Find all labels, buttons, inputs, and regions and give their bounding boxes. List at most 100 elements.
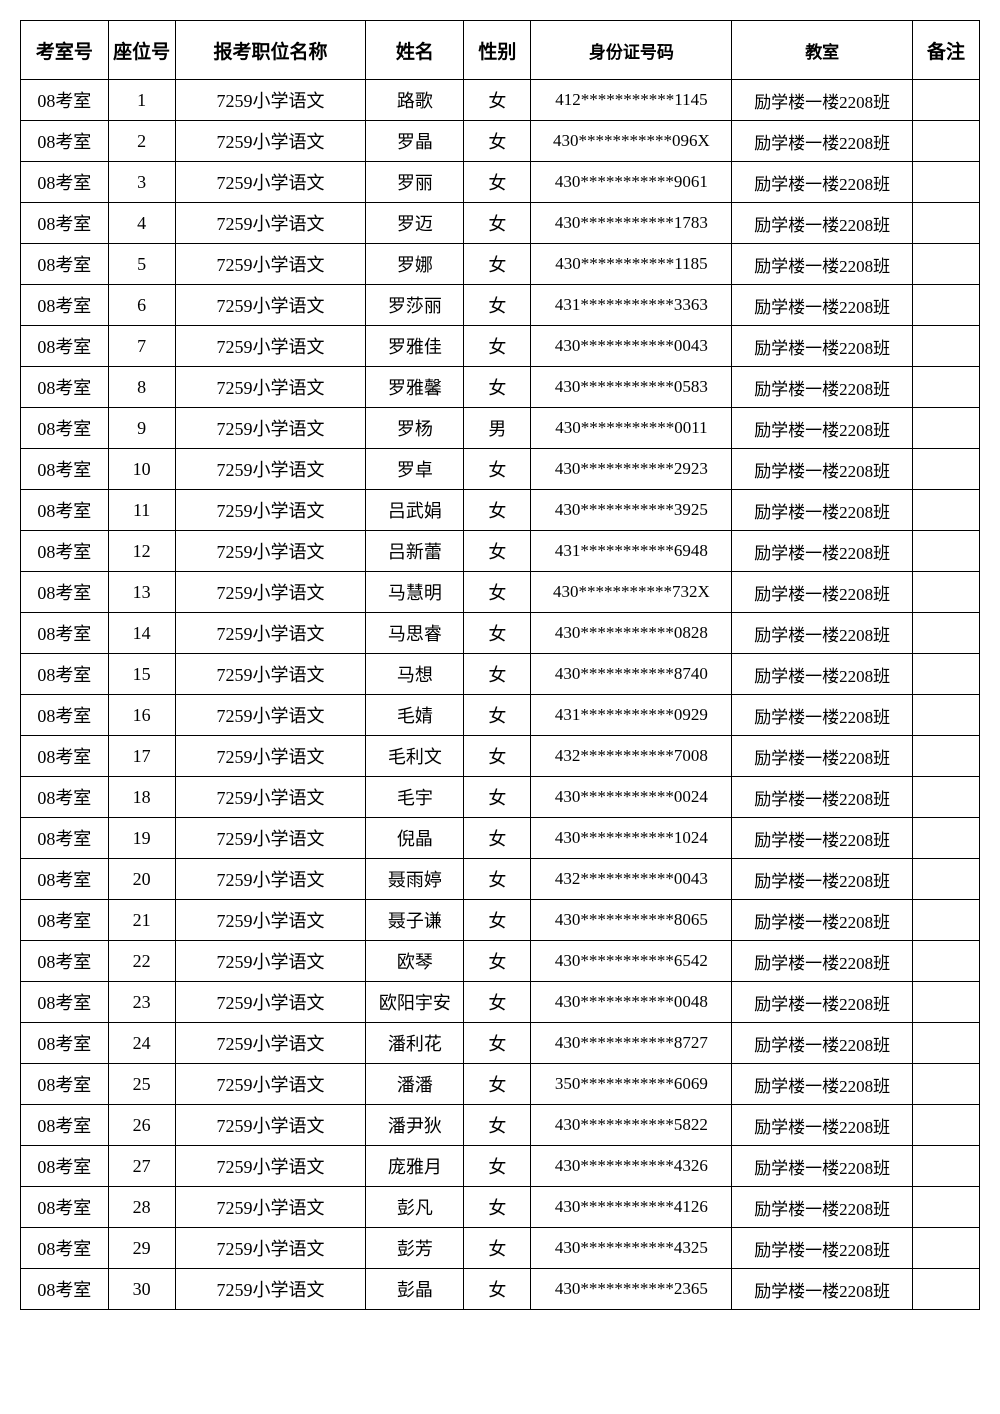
header-position: 报考职位名称 [175, 21, 366, 80]
cell: 罗杨 [366, 408, 464, 449]
cell: 431***********0929 [531, 695, 732, 736]
cell: 聂雨婷 [366, 859, 464, 900]
table-row: 08考室67259小学语文罗莎丽女431***********3363励学楼一楼… [21, 285, 980, 326]
cell: 励学楼一楼2208班 [732, 900, 912, 941]
cell: 08考室 [21, 572, 109, 613]
cell: 马思睿 [366, 613, 464, 654]
cell: 7259小学语文 [175, 326, 366, 367]
header-name: 姓名 [366, 21, 464, 80]
table-row: 08考室187259小学语文毛宇女430***********0024励学楼一楼… [21, 777, 980, 818]
cell: 430***********4326 [531, 1146, 732, 1187]
table-row: 08考室17259小学语文路歌女412***********1145励学楼一楼2… [21, 80, 980, 121]
cell: 08考室 [21, 367, 109, 408]
cell: 励学楼一楼2208班 [732, 777, 912, 818]
cell: 彭芳 [366, 1228, 464, 1269]
table-row: 08考室147259小学语文马思睿女430***********0828励学楼一… [21, 613, 980, 654]
table-row: 08考室117259小学语文吕武娟女430***********3925励学楼一… [21, 490, 980, 531]
cell: 430***********1185 [531, 244, 732, 285]
cell: 励学楼一楼2208班 [732, 490, 912, 531]
cell: 女 [464, 367, 531, 408]
cell: 7259小学语文 [175, 736, 366, 777]
cell: 彭晶 [366, 1269, 464, 1310]
cell: 聂子谦 [366, 900, 464, 941]
cell: 1 [108, 80, 175, 121]
cell: 励学楼一楼2208班 [732, 1146, 912, 1187]
cell [912, 408, 979, 449]
cell: 励学楼一楼2208班 [732, 818, 912, 859]
cell: 17 [108, 736, 175, 777]
cell: 23 [108, 982, 175, 1023]
cell [912, 1105, 979, 1146]
cell: 7259小学语文 [175, 900, 366, 941]
cell: 350***********6069 [531, 1064, 732, 1105]
cell: 18 [108, 777, 175, 818]
header-seat: 座位号 [108, 21, 175, 80]
cell [912, 736, 979, 777]
cell: 女 [464, 285, 531, 326]
table-row: 08考室97259小学语文罗杨男430***********0011励学楼一楼2… [21, 408, 980, 449]
cell: 女 [464, 1228, 531, 1269]
cell: 08考室 [21, 285, 109, 326]
table-row: 08考室257259小学语文潘潘女350***********6069励学楼一楼… [21, 1064, 980, 1105]
cell: 7259小学语文 [175, 818, 366, 859]
table-row: 08考室37259小学语文罗丽女430***********9061励学楼一楼2… [21, 162, 980, 203]
cell: 潘尹狄 [366, 1105, 464, 1146]
cell: 20 [108, 859, 175, 900]
cell: 08考室 [21, 1023, 109, 1064]
cell: 女 [464, 326, 531, 367]
header-note: 备注 [912, 21, 979, 80]
cell: 7 [108, 326, 175, 367]
cell: 430***********8740 [531, 654, 732, 695]
table-row: 08考室167259小学语文毛婧女431***********0929励学楼一楼… [21, 695, 980, 736]
cell [912, 859, 979, 900]
cell: 励学楼一楼2208班 [732, 613, 912, 654]
cell: 430***********6542 [531, 941, 732, 982]
cell: 08考室 [21, 80, 109, 121]
cell: 431***********6948 [531, 531, 732, 572]
cell: 08考室 [21, 1187, 109, 1228]
cell: 430***********9061 [531, 162, 732, 203]
cell [912, 572, 979, 613]
cell: 08考室 [21, 613, 109, 654]
cell: 女 [464, 777, 531, 818]
cell [912, 531, 979, 572]
cell: 女 [464, 1187, 531, 1228]
cell: 女 [464, 941, 531, 982]
cell [912, 941, 979, 982]
table-row: 08考室77259小学语文罗雅佳女430***********0043励学楼一楼… [21, 326, 980, 367]
cell: 28 [108, 1187, 175, 1228]
cell: 毛宇 [366, 777, 464, 818]
header-classroom: 教室 [732, 21, 912, 80]
cell: 女 [464, 1146, 531, 1187]
cell: 3 [108, 162, 175, 203]
cell: 7259小学语文 [175, 1023, 366, 1064]
cell: 励学楼一楼2208班 [732, 367, 912, 408]
cell: 430***********0024 [531, 777, 732, 818]
cell: 432***********7008 [531, 736, 732, 777]
cell [912, 1228, 979, 1269]
cell: 女 [464, 531, 531, 572]
cell: 7259小学语文 [175, 777, 366, 818]
cell: 7259小学语文 [175, 982, 366, 1023]
cell: 08考室 [21, 695, 109, 736]
cell [912, 162, 979, 203]
cell: 08考室 [21, 244, 109, 285]
cell: 430***********0011 [531, 408, 732, 449]
cell: 女 [464, 1269, 531, 1310]
cell: 7259小学语文 [175, 941, 366, 982]
cell: 08考室 [21, 859, 109, 900]
table-row: 08考室307259小学语文彭晶女430***********2365励学楼一楼… [21, 1269, 980, 1310]
cell: 08考室 [21, 162, 109, 203]
cell: 励学楼一楼2208班 [732, 1187, 912, 1228]
cell: 19 [108, 818, 175, 859]
cell: 励学楼一楼2208班 [732, 982, 912, 1023]
cell: 励学楼一楼2208班 [732, 1105, 912, 1146]
cell: 女 [464, 900, 531, 941]
cell: 08考室 [21, 326, 109, 367]
cell: 7259小学语文 [175, 203, 366, 244]
cell [912, 818, 979, 859]
cell: 励学楼一楼2208班 [732, 941, 912, 982]
cell: 励学楼一楼2208班 [732, 859, 912, 900]
cell: 2 [108, 121, 175, 162]
cell [912, 285, 979, 326]
